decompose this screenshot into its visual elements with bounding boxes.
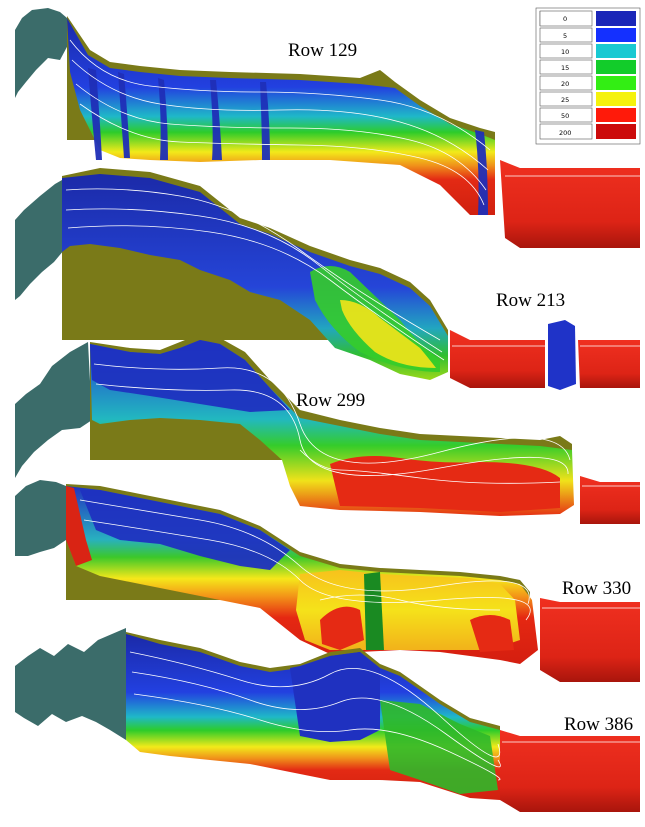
bedrock-block xyxy=(15,342,92,478)
contour-lines xyxy=(79,499,640,621)
legend-swatch xyxy=(596,108,636,122)
deep-red-core xyxy=(330,456,560,512)
legend-value: 50 xyxy=(561,112,569,120)
blue-upper xyxy=(80,490,290,570)
legend-value: 5 xyxy=(563,32,567,40)
bedrock-block xyxy=(15,628,126,740)
legend-entry-6: 50 xyxy=(539,107,636,123)
legend-swatch xyxy=(596,28,636,42)
section-row-330 xyxy=(15,480,640,682)
bedrock-block xyxy=(15,180,64,300)
legend-value: 25 xyxy=(561,96,569,104)
contour-lines xyxy=(129,651,640,781)
row-label-129: Row 129 xyxy=(288,40,357,61)
red-lens-right xyxy=(470,615,514,652)
legend-value: 0 xyxy=(563,15,567,23)
red-block-right xyxy=(540,598,640,682)
green-column xyxy=(364,572,384,650)
section-row-386 xyxy=(15,628,640,812)
row-label-299: Row 299 xyxy=(296,390,365,411)
row-label-213: Row 213 xyxy=(496,290,565,311)
legend-entry-0: 0 xyxy=(539,10,636,27)
section-row-213 xyxy=(15,168,640,390)
legend-entry-3: 15 xyxy=(539,59,636,75)
blue-column xyxy=(548,320,576,390)
row-label-330: Row 330 xyxy=(562,578,631,599)
vertical-plumes xyxy=(88,68,488,215)
legend-swatch xyxy=(596,92,636,106)
contour-lines xyxy=(93,363,640,487)
contour-lines xyxy=(69,39,640,206)
bedrock-block xyxy=(15,480,66,556)
legend-swatch xyxy=(596,124,636,139)
legend-swatch xyxy=(596,76,636,90)
legend-entry-5: 25 xyxy=(539,91,636,107)
red-block-right xyxy=(450,330,545,388)
legend-value: 20 xyxy=(561,80,569,88)
bedrock-block xyxy=(15,8,68,98)
contour-lines xyxy=(65,188,640,361)
red-column-left xyxy=(66,486,92,566)
legend-value: 10 xyxy=(561,48,569,56)
red-block-right xyxy=(580,476,640,524)
legend: 0 5 10 15 20 25 50 xyxy=(535,7,641,145)
red-block-right xyxy=(500,730,640,812)
row-label-386: Row 386 xyxy=(564,714,633,735)
red-block-far-right xyxy=(578,340,640,388)
legend-entry-7: 200 xyxy=(539,123,636,140)
legend-swatch xyxy=(596,44,636,58)
legend-swatch xyxy=(596,60,636,74)
section-row-299 xyxy=(15,334,640,524)
legend-entry-4: 20 xyxy=(539,75,636,91)
legend-entry-1: 5 xyxy=(539,27,636,43)
red-lens-left xyxy=(320,606,364,650)
legend-entry-2: 10 xyxy=(539,43,636,59)
red-block-right xyxy=(500,160,640,248)
section-row-129 xyxy=(15,8,640,248)
aquifer-profile xyxy=(67,18,495,215)
blue-dome xyxy=(290,652,380,742)
legend-swatch xyxy=(596,11,636,26)
legend-value: 200 xyxy=(559,129,571,137)
blue-upper xyxy=(90,340,290,412)
legend-value: 15 xyxy=(561,64,569,72)
yellow-lens xyxy=(340,300,436,368)
